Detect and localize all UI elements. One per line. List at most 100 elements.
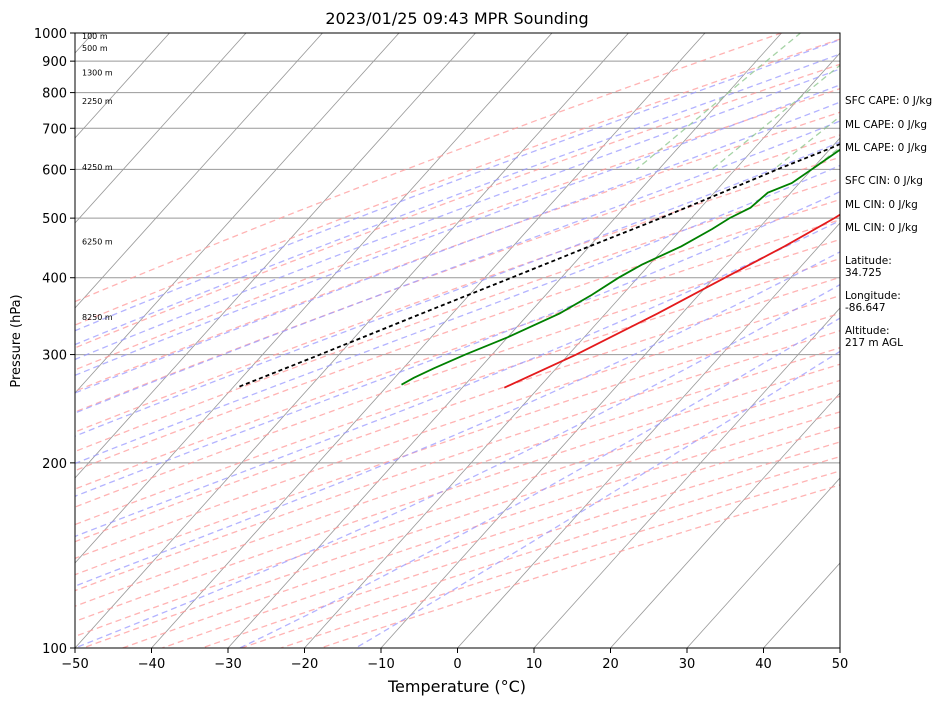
- isotherm-line: [686, 477, 840, 648]
- isotherm-line: [303, 52, 840, 648]
- series-lines: [236, 143, 840, 389]
- moist-adiabat-line: [75, 68, 840, 361]
- y-tick-label: 500: [42, 212, 67, 227]
- height-label: 1300 m: [82, 69, 113, 78]
- y-tick-label: 800: [42, 87, 67, 102]
- x-tick-label: −30: [214, 657, 241, 672]
- y-tick-label: 200: [42, 457, 67, 472]
- x-tick-label: 30: [679, 657, 696, 672]
- isotherm-line: [75, 33, 171, 139]
- annotation-text: Longitude:: [845, 290, 901, 302]
- y-tick-label: 300: [42, 349, 67, 364]
- y-tick-label: 1000: [34, 27, 67, 42]
- isotherm-line: [380, 137, 840, 648]
- moist-adiabat-line: [75, 120, 840, 414]
- plot-frame: [74, 32, 841, 649]
- dry-adiabat-line: [75, 238, 840, 508]
- x-tick-label: 40: [755, 657, 772, 672]
- x-tick-label: −50: [61, 657, 88, 672]
- dry-adiabat-line: [75, 294, 840, 560]
- dry-adiabat-line: [75, 134, 840, 413]
- mixing-ratio-line: [635, 33, 802, 170]
- isotherm-line: [533, 307, 840, 648]
- height-label: 6250 m: [82, 238, 113, 247]
- dry-adiabat-line: [75, 363, 840, 623]
- dry-adiabat-line: [75, 87, 840, 371]
- x-tick-label: 10: [526, 657, 543, 672]
- y-axis-ticks: 100 200 300 400 500 600 700 800 900 1000: [34, 27, 75, 657]
- dry-adiabat-line: [75, 38, 840, 326]
- isotherm-line: [75, 33, 477, 479]
- y-tick-label: 600: [42, 163, 67, 178]
- dry-adiabat-line: [75, 33, 784, 303]
- dry-adiabat-line: [122, 411, 840, 648]
- temperature-profile: [503, 213, 840, 389]
- height-labels: 100 m 500 m 1300 m 2250 m 4250 m 6250 m 8250 m: [82, 32, 113, 322]
- height-label: 8250 m: [82, 313, 113, 322]
- x-tick-label: −20: [291, 657, 318, 672]
- moist-adiabat-line: [75, 84, 840, 377]
- moist-adiabat-line: [75, 53, 840, 346]
- isotherm-line: [75, 33, 247, 224]
- y-tick-label: 700: [42, 122, 67, 137]
- isotherm-line: [456, 222, 840, 648]
- annotation-text: ML CAPE: 0 J/kg: [845, 142, 927, 154]
- annotation-text: ML CIN: 0 J/kg: [845, 222, 918, 234]
- dry-adiabat-line: [75, 177, 840, 453]
- annotation-text: SFC CAPE: 0 J/kg: [845, 95, 932, 107]
- dry-adiabat-line: [75, 312, 840, 576]
- dry-adiabat-line: [75, 257, 840, 526]
- moist-adiabat-line: [75, 251, 840, 587]
- height-label: 4250 m: [82, 163, 113, 172]
- height-label: 100 m: [82, 32, 108, 41]
- annotations: SFC CAPE: 0 J/kg ML CAPE: 0 J/kg ML CAPE: …: [845, 95, 932, 349]
- moist-adiabat-line: [75, 283, 840, 648]
- isotherm-line: [75, 33, 553, 564]
- dry-adiabat-line: [75, 111, 840, 392]
- annotation-text: ML CIN: 0 J/kg: [845, 199, 918, 211]
- y-axis-label: Pressure (hPa): [9, 294, 24, 387]
- y-tick-label: 400: [42, 272, 67, 287]
- dry-adiabat-line: [75, 276, 840, 543]
- x-tick-label: −40: [138, 657, 165, 672]
- moist-adiabat-line: [75, 141, 840, 437]
- x-tick-label: 0: [453, 657, 461, 672]
- annotation-text: -86.647: [845, 302, 886, 314]
- moist-adiabat-line: [75, 219, 840, 538]
- annotation-text: Altitude:: [845, 325, 890, 337]
- isotherm-line: [75, 33, 324, 309]
- height-label: 500 m: [82, 44, 108, 53]
- isotherm-line: [609, 392, 840, 648]
- isotherm-line: [762, 562, 840, 648]
- isotherm-line: [150, 33, 706, 648]
- x-tick-label: −10: [367, 657, 394, 672]
- y-tick-label: 100: [42, 642, 67, 657]
- moist-adiabat-line: [355, 350, 840, 648]
- background-lines: [75, 33, 840, 648]
- dry-adiabat-line: [75, 219, 840, 490]
- y-tick-label: 900: [42, 55, 67, 70]
- isotherm-line: [75, 33, 630, 648]
- moist-adiabat-line: [75, 191, 840, 497]
- moist-adiabat-line: [75, 38, 840, 332]
- annotation-text: Latitude:: [845, 255, 892, 267]
- x-tick-label: 50: [832, 657, 849, 672]
- dewpoint-profile: [401, 148, 840, 386]
- moist-adiabat-line: [75, 164, 840, 465]
- annotation-text: 34.725: [845, 267, 882, 279]
- dry-adiabat-line: [75, 379, 840, 638]
- x-axis-ticks: −50 −40 −30 −20 −10 0 10 20 30 40 50: [61, 648, 848, 672]
- dry-adiabat-line: [75, 330, 840, 592]
- mixing-ratio-line: [711, 64, 840, 170]
- annotation-text: SFC CIN: 0 J/kg: [845, 175, 923, 187]
- dry-adiabat-line: [75, 156, 840, 433]
- height-label: 2250 m: [82, 97, 113, 106]
- dry-adiabat-line: [75, 347, 840, 607]
- x-axis-label: Temperature (°C): [387, 677, 526, 696]
- dry-adiabat-line: [75, 63, 840, 349]
- dry-adiabat-line: [75, 198, 840, 472]
- chart-title: 2023/01/25 09:43 MPR Sounding: [325, 9, 588, 28]
- annotation-text: 217 m AGL: [845, 337, 903, 349]
- moist-adiabat-line: [239, 317, 840, 648]
